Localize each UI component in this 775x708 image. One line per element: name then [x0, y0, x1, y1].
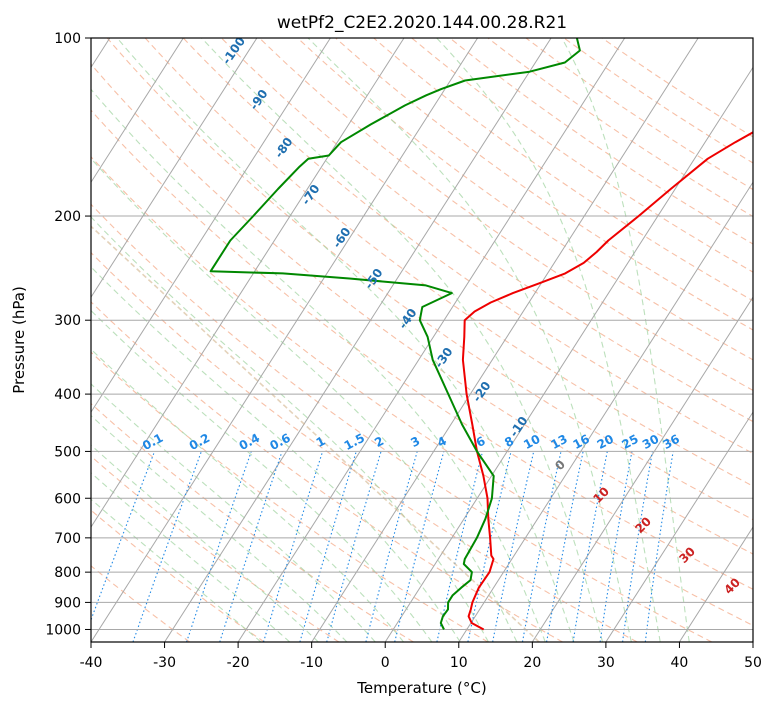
mixing-ratio-line — [644, 451, 674, 642]
x-tick-label: 10 — [450, 655, 468, 671]
temperature-profile — [461, 131, 753, 631]
x-tick-label: 30 — [597, 655, 615, 671]
y-tick-label: 1000 — [45, 622, 81, 638]
y-tick-label: 700 — [54, 531, 81, 547]
isotherm — [605, 411, 753, 642]
dry-adiabat — [334, 38, 753, 331]
moist-adiabat — [91, 216, 489, 642]
isotherm — [91, 38, 258, 299]
mixing-ratio-line — [219, 451, 283, 642]
background-reference-lines — [91, 38, 753, 642]
x-tick-label: 40 — [671, 655, 689, 671]
isotherm — [91, 38, 331, 414]
x-tick-label: 0 — [381, 655, 390, 671]
moist-adiabat — [91, 348, 405, 642]
x-tick-label: -30 — [153, 655, 176, 671]
moist-adiabat — [91, 414, 348, 642]
moist-adiabat — [307, 38, 632, 642]
dry-adiabat — [296, 38, 753, 361]
mixing-ratio-line — [622, 451, 653, 642]
chart-title: wetPf2_C2E2.2020.144.00.28.R21 — [277, 13, 567, 33]
moist-adiabat — [561, 38, 690, 642]
moist-adiabat — [91, 309, 433, 642]
x-tick-label: -10 — [300, 655, 323, 671]
y-tick-label: 800 — [54, 565, 81, 581]
x-tick-label: 20 — [523, 655, 541, 671]
y-tick-label: 600 — [54, 491, 81, 507]
mixing-ratio-line — [262, 451, 324, 642]
dry-adiabat — [91, 565, 191, 642]
isotherm — [91, 38, 184, 184]
mixing-ratio-label: 20 — [595, 432, 616, 452]
isotherm — [678, 526, 753, 642]
dry-adiabat — [91, 351, 489, 642]
mixing-ratio-line — [132, 451, 202, 642]
y-axis-title: Pressure (hPa) — [10, 286, 28, 394]
isotherm — [531, 296, 753, 642]
dry-adiabat — [91, 301, 563, 642]
mixing-ratio-line — [599, 451, 633, 642]
moist-adiabat — [116, 38, 575, 642]
dry-adiabat — [91, 455, 340, 642]
dry-adiabat — [91, 203, 713, 642]
y-tick-label: 500 — [54, 444, 81, 460]
mixing-ratio-line — [299, 451, 357, 642]
isotherm — [384, 66, 753, 642]
moist-adiabat — [91, 266, 461, 642]
dry-adiabat — [258, 38, 753, 391]
x-axis-title: Temperature (°C) — [356, 679, 486, 697]
y-tick-label: 900 — [54, 595, 81, 611]
mixing-ratio-label: 13 — [548, 432, 569, 452]
dry-adiabat — [91, 509, 265, 642]
plot-frame — [90, 37, 754, 643]
isotherm — [458, 181, 753, 642]
moist-adiabat — [91, 472, 291, 642]
x-tick-label: 50 — [744, 655, 762, 671]
dry-adiabat — [91, 63, 753, 555]
isotherm — [91, 38, 405, 528]
sounding-profiles — [209, 38, 753, 631]
moist-adiabat — [91, 498, 262, 642]
isotherm — [237, 38, 626, 642]
dry-adiabat — [144, 38, 753, 487]
x-tick-label: -20 — [227, 655, 250, 671]
isotherm — [164, 38, 552, 642]
mixing-ratio-line — [365, 451, 418, 642]
mixing-ratio-label: 25 — [619, 432, 640, 452]
moist-adiabat — [91, 444, 319, 642]
moist-adiabat — [91, 88, 546, 642]
dry-adiabat — [91, 156, 753, 627]
y-tick-label: 300 — [54, 313, 81, 329]
moist-adiabat — [91, 157, 518, 642]
mixing-ratio-label: 30 — [640, 432, 661, 452]
mixing-ratio-line — [186, 451, 252, 642]
moist-adiabat — [201, 38, 604, 642]
y-tick-label: 100 — [54, 31, 81, 47]
mixing-ratio-label: 10 — [521, 432, 542, 452]
mixing-ratio-label: 16 — [571, 432, 592, 452]
x-tick-label: -40 — [80, 655, 103, 671]
dry-adiabat — [106, 38, 753, 521]
dry-adiabat — [91, 109, 753, 590]
moist-adiabat — [436, 38, 661, 642]
isotherm — [91, 38, 479, 642]
y-tick-label: 400 — [54, 387, 81, 403]
mixing-ratio-line — [326, 451, 382, 642]
axes: -40 -30 -20 -10 0 10 20 30 40 50 100 200 300 400 500 60… — [45, 31, 762, 671]
isotherm — [311, 38, 699, 642]
y-tick-label: 200 — [54, 209, 81, 225]
mixing-ratio-label: 36 — [661, 432, 682, 452]
dewpoint-profile — [209, 38, 581, 630]
mixing-ratio-line — [394, 451, 445, 642]
